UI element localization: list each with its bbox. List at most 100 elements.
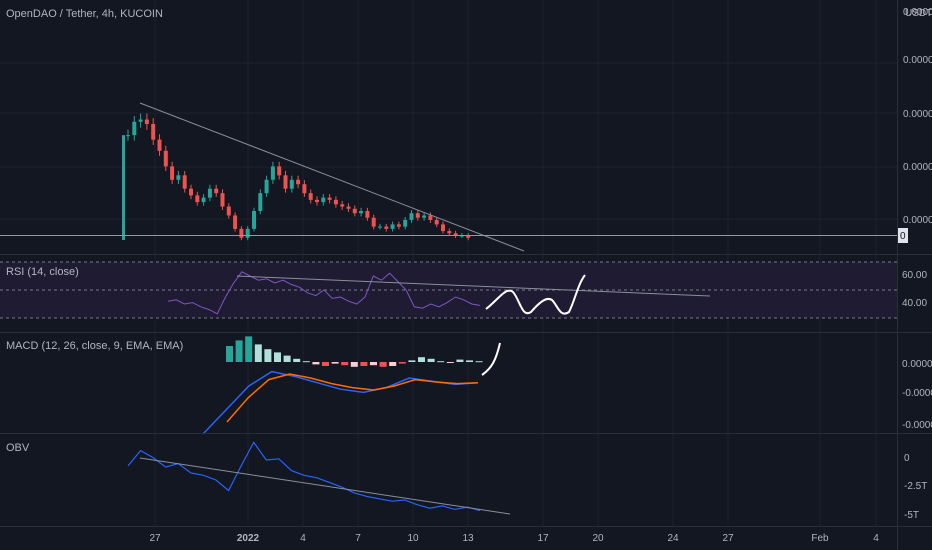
candle — [453, 230, 458, 239]
price-axis-label: 0.000006 — [903, 162, 932, 173]
macd-freehand-drawing[interactable] — [481, 342, 501, 376]
macd-histogram-bar — [293, 358, 301, 362]
rsi-freehand-drawing[interactable] — [485, 274, 586, 315]
price-pane: OpenDAO / Tether, 4h, KUCOIN 0.00001 USD… — [0, 7, 932, 252]
candle — [283, 171, 288, 193]
candle — [371, 214, 376, 230]
candle — [415, 210, 420, 221]
candle — [447, 228, 452, 236]
obv-level-2-5t: -2.5T — [904, 481, 927, 492]
candle — [126, 129, 130, 141]
time-axis-label: 24 — [667, 533, 679, 544]
macd-histogram-bar — [235, 340, 243, 362]
obv-level-zero: 0 — [904, 453, 910, 464]
macd-histogram-bar — [245, 336, 253, 362]
candle — [289, 175, 294, 193]
candle — [214, 184, 219, 197]
candle — [226, 203, 231, 219]
obv-trendline[interactable] — [139, 457, 511, 515]
candle — [346, 203, 351, 213]
macd-histogram — [226, 336, 483, 367]
candle — [157, 134, 162, 156]
candle — [233, 212, 238, 232]
candle — [466, 233, 471, 241]
candle — [390, 221, 395, 232]
macd-histogram-bar — [302, 361, 310, 363]
time-axis-label: Feb — [811, 533, 829, 544]
candle — [403, 216, 408, 230]
candle — [277, 161, 282, 180]
rsi-line — [167, 271, 481, 315]
candle — [340, 200, 345, 210]
last-price-marker — [898, 228, 908, 243]
candle — [333, 196, 338, 208]
candle — [195, 191, 200, 206]
candle — [239, 226, 244, 241]
macd-histogram-bar — [254, 344, 262, 362]
candle — [220, 189, 225, 210]
candle — [151, 118, 156, 145]
macd-histogram-bar — [341, 362, 349, 366]
candlestick-series — [122, 113, 471, 241]
macd-histogram-bar — [446, 362, 454, 363]
candle — [352, 205, 357, 217]
candle — [359, 207, 364, 217]
candle — [384, 223, 389, 232]
macd-histogram-bar — [370, 362, 377, 366]
candle — [201, 194, 206, 206]
time-axis-label: 10 — [407, 533, 419, 544]
candle — [365, 207, 370, 221]
candle — [189, 184, 193, 200]
price-axis-label: 0.000004 — [903, 215, 932, 226]
time-axis-label: 4 — [300, 533, 306, 544]
time-axis-labels: 27 2022 4 7 10 13 17 20 24 27 Feb 4 — [149, 533, 879, 544]
candle — [434, 216, 439, 228]
obv-title: OBV — [6, 442, 30, 454]
chart-title: OpenDAO / Tether, 4h, KUCOIN — [6, 8, 163, 20]
time-axis-label: 7 — [355, 533, 361, 544]
candle — [308, 189, 313, 204]
rsi-band — [0, 262, 897, 318]
candle — [144, 113, 149, 130]
candle — [122, 135, 125, 240]
time-axis-label: 2022 — [237, 533, 260, 544]
candle — [428, 212, 433, 223]
time-axis-label: 20 — [592, 533, 604, 544]
price-axis-top-label: 0.00001 — [903, 7, 932, 18]
macd-histogram-bar — [226, 346, 233, 362]
rsi-title: RSI (14, close) — [6, 266, 79, 278]
macd-histogram-bar — [408, 360, 416, 362]
candle — [396, 221, 401, 230]
signal-line — [226, 373, 479, 423]
candle — [170, 161, 175, 184]
candle — [245, 226, 250, 241]
rsi-trendline[interactable] — [236, 275, 711, 297]
macd-histogram-bar — [437, 361, 445, 363]
macd-histogram-bar — [475, 361, 483, 363]
macd-level-zero: 0.000000 — [902, 359, 932, 370]
candle — [422, 212, 427, 221]
price-trendline[interactable] — [139, 102, 525, 252]
macd-histogram-bar — [418, 357, 425, 362]
candle — [252, 207, 256, 232]
candle — [138, 113, 143, 128]
macd-histogram-bar — [427, 358, 435, 362]
macd-histogram-bar — [466, 360, 473, 362]
candle — [132, 115, 137, 141]
price-axis-label: 0.000008 — [903, 109, 932, 120]
currency-label: USDT — [905, 8, 932, 19]
macd-histogram-bar — [331, 362, 339, 364]
macd-title: MACD (12, 26, close, 9, EMA, EMA) — [6, 340, 183, 352]
macd-histogram-bar — [389, 362, 397, 366]
candle — [441, 221, 445, 234]
candle — [296, 175, 301, 189]
price-axis-labels: 0.000016 0.000008 0.000006 0.000004 — [903, 55, 932, 226]
rsi-pane: RSI (14, close) 60.00 40.00 — [0, 261, 927, 319]
candle — [182, 171, 187, 193]
rsi-level-40: 40.00 — [902, 298, 927, 309]
macd-pane: MACD (12, 26, close, 9, EMA, EMA) 0.0000… — [6, 336, 932, 435]
candle — [409, 210, 414, 223]
macd-histogram-bar — [379, 362, 387, 367]
